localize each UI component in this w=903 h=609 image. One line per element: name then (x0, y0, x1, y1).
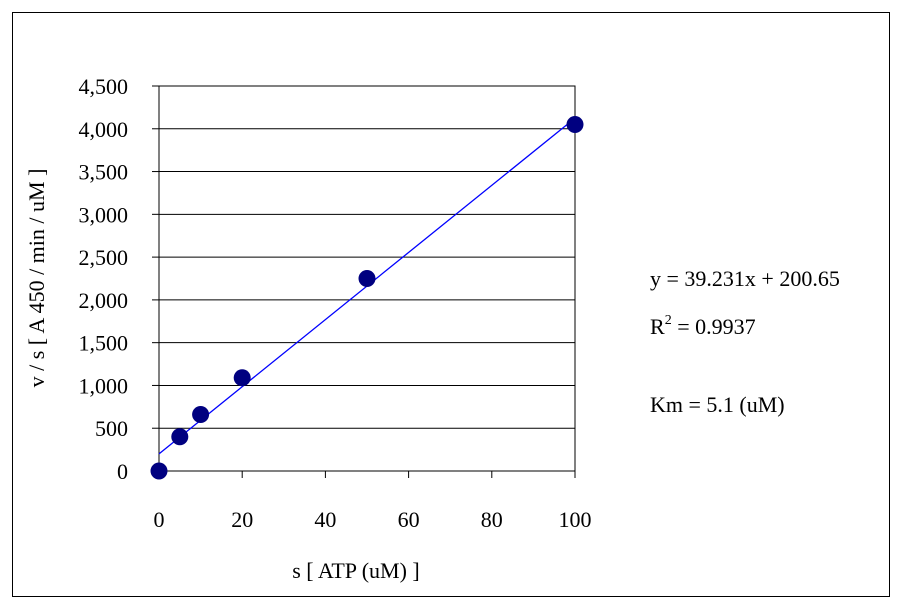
data-point (192, 406, 210, 424)
r-squared-label: R2 = 0.9937 (650, 313, 756, 339)
y-tick-label: 2,500 (79, 245, 129, 270)
x-tick-label: 20 (231, 507, 253, 532)
data-point (233, 369, 251, 387)
data-point (566, 116, 584, 133)
data-point (171, 428, 189, 446)
y-tick-label: 500 (95, 416, 128, 441)
y-axis-title: v / s [ A 450 / min / uM ] (24, 169, 49, 388)
x-tick-label: 80 (481, 507, 503, 532)
x-tick-label: 100 (559, 507, 592, 532)
y-tick-label: 4,500 (79, 74, 129, 99)
chart-frame (12, 12, 890, 597)
x-tick-label: 60 (398, 507, 420, 532)
y-tick-label: 3,000 (79, 202, 129, 227)
x-tick-label: 0 (154, 507, 165, 532)
y-tick-label: 3,500 (79, 160, 129, 185)
data-point (150, 462, 168, 480)
y-tick-label: 1,500 (79, 331, 129, 356)
data-point (358, 270, 376, 287)
x-axis-ticks: 0 20 40 60 80 100 (154, 471, 592, 532)
y-tick-label: 1,000 (79, 373, 129, 398)
x-tick-label: 40 (314, 507, 336, 532)
y-axis-ticks: 0 500 1,000 1,500 2,000 2,500 3,000 3,500 4,000 4… (79, 74, 159, 484)
y-tick-label: 0 (117, 459, 128, 484)
y-tick-label: 2,000 (79, 288, 129, 313)
data-points (150, 116, 584, 480)
equation-label: y = 39.231x + 200.65 (650, 266, 840, 291)
y-tick-label: 4,000 (79, 117, 129, 142)
x-axis-title: s [ ATP (uM) ] (292, 558, 420, 583)
plot-area (158, 85, 576, 472)
km-label: Km = 5.1 (uM) (650, 392, 785, 417)
